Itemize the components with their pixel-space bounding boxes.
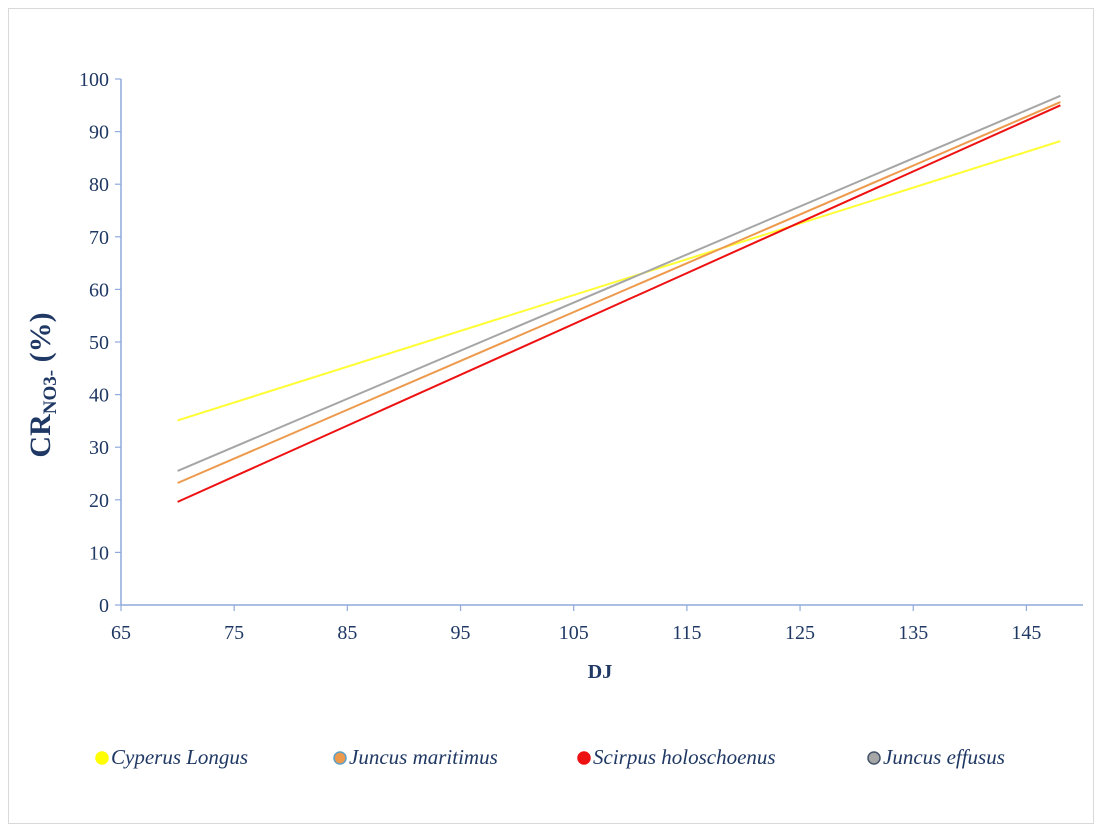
series-line-2 [177, 101, 1061, 484]
x-tick-label: 65 [111, 622, 131, 644]
y-tick-label: 80 [89, 174, 109, 196]
x-tick-label: 135 [898, 622, 928, 644]
x-axis-label: DJ [588, 661, 612, 683]
axes [115, 78, 1083, 611]
y-tick-label: 60 [89, 279, 109, 301]
y-tick-label: 100 [79, 69, 109, 91]
y-tick-label: 50 [89, 332, 109, 354]
series-lines [177, 94, 1061, 503]
x-tick-label: 105 [559, 622, 589, 644]
legend-label: Cyperus Longus [111, 745, 248, 769]
y-tick-label: 10 [89, 542, 109, 564]
y-tick-label: 90 [89, 122, 109, 144]
legend: Cyperus Longus Juncus maritimus Scirpus ho… [95, 745, 1005, 769]
legend-item-3: Scirpus holoschoenus [577, 745, 776, 769]
tick-labels: 0 10 20 30 40 50 60 70 80 90 100 65 75 85 95 105 115 125 1… [79, 69, 1041, 644]
legend-label: Juncus maritimus [349, 745, 498, 769]
series-line-1 [177, 140, 1061, 422]
series-line-3 [177, 104, 1061, 503]
series-line-4 [177, 94, 1061, 472]
x-tick-label: 115 [672, 622, 701, 644]
y-axis-label-unit: (%) [24, 312, 57, 369]
y-tick-label: 30 [89, 437, 109, 459]
y-axis-label-main: CR [24, 414, 57, 458]
x-tick-label: 75 [224, 622, 244, 644]
legend-marker [333, 751, 347, 765]
legend-item-1: Cyperus Longus [95, 745, 248, 769]
legend-marker [577, 751, 591, 765]
y-axis-label: CRNO3- (%) [24, 312, 61, 457]
x-tick-label: 85 [337, 622, 357, 644]
y-axis-label-sub: NO3- [40, 370, 61, 414]
x-tick-label: 95 [451, 622, 471, 644]
x-tick-label: 125 [785, 622, 815, 644]
legend-marker [867, 751, 881, 765]
legend-label: Juncus effusus [883, 745, 1005, 769]
x-tick-label: 145 [1011, 622, 1041, 644]
legend-item-4: Juncus effusus [867, 745, 1005, 769]
y-tick-label: 70 [89, 227, 109, 249]
legend-label: Scirpus holoschoenus [593, 745, 776, 769]
y-tick-label: 20 [89, 490, 109, 512]
legend-item-2: Juncus maritimus [333, 745, 498, 769]
y-tick-label: 0 [99, 595, 109, 617]
legend-marker [95, 751, 109, 765]
y-tick-label: 40 [89, 385, 109, 407]
